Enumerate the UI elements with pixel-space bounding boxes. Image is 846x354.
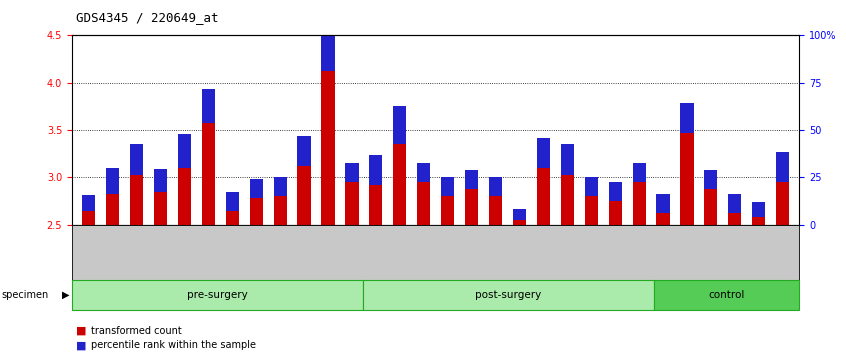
- Bar: [705, 189, 717, 225]
- Text: post-surgery: post-surgery: [475, 290, 541, 300]
- Bar: [298, 166, 310, 225]
- Bar: [776, 152, 789, 182]
- Text: GDS4345 / 220649_at: GDS4345 / 220649_at: [76, 11, 218, 24]
- Bar: [489, 177, 503, 196]
- Bar: [130, 175, 143, 225]
- Text: control: control: [709, 290, 744, 300]
- Bar: [561, 144, 574, 175]
- Bar: [273, 196, 287, 225]
- Bar: [345, 182, 359, 225]
- Bar: [273, 177, 287, 196]
- Text: ■: ■: [76, 340, 86, 350]
- Bar: [106, 194, 119, 225]
- Bar: [345, 163, 359, 182]
- Bar: [656, 213, 670, 225]
- Bar: [417, 163, 431, 182]
- Bar: [321, 34, 334, 72]
- Bar: [441, 196, 454, 225]
- Bar: [680, 103, 694, 133]
- Bar: [369, 155, 382, 185]
- Bar: [369, 185, 382, 225]
- Bar: [178, 168, 191, 225]
- Bar: [201, 124, 215, 225]
- Bar: [656, 194, 670, 213]
- Text: pre-surgery: pre-surgery: [187, 290, 248, 300]
- Bar: [752, 202, 766, 217]
- Bar: [154, 169, 167, 192]
- Bar: [776, 182, 789, 225]
- Bar: [321, 72, 334, 225]
- Bar: [680, 133, 694, 225]
- Bar: [537, 168, 550, 225]
- Text: percentile rank within the sample: percentile rank within the sample: [91, 340, 255, 350]
- Text: transformed count: transformed count: [91, 326, 181, 336]
- Bar: [537, 138, 550, 168]
- Bar: [178, 134, 191, 168]
- Bar: [226, 192, 239, 211]
- Bar: [250, 198, 263, 225]
- Bar: [728, 213, 741, 225]
- Bar: [633, 163, 645, 182]
- Bar: [465, 170, 478, 189]
- Bar: [154, 192, 167, 225]
- Bar: [513, 209, 526, 220]
- Bar: [513, 220, 526, 225]
- Bar: [608, 182, 622, 201]
- Bar: [417, 182, 431, 225]
- Text: specimen: specimen: [2, 290, 49, 300]
- Bar: [250, 179, 263, 198]
- Bar: [752, 217, 766, 225]
- Bar: [298, 136, 310, 166]
- Bar: [393, 144, 406, 225]
- Text: ■: ■: [76, 326, 86, 336]
- Bar: [489, 196, 503, 225]
- Bar: [82, 195, 96, 211]
- Bar: [585, 177, 598, 196]
- Bar: [226, 211, 239, 225]
- Bar: [728, 194, 741, 213]
- Bar: [82, 211, 96, 225]
- Bar: [561, 175, 574, 225]
- Bar: [441, 177, 454, 196]
- Bar: [465, 189, 478, 225]
- Text: ▶: ▶: [62, 290, 69, 300]
- Bar: [608, 201, 622, 225]
- Bar: [201, 89, 215, 124]
- Bar: [106, 168, 119, 194]
- Bar: [393, 107, 406, 144]
- Bar: [130, 144, 143, 175]
- Bar: [705, 170, 717, 189]
- Bar: [633, 182, 645, 225]
- Bar: [585, 196, 598, 225]
